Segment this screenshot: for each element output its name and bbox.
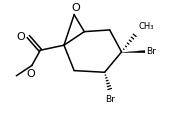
Text: Br: Br bbox=[146, 47, 156, 56]
Text: O: O bbox=[27, 69, 35, 79]
Text: O: O bbox=[17, 32, 25, 42]
Text: Br: Br bbox=[106, 95, 115, 104]
Text: CH₃: CH₃ bbox=[138, 22, 154, 31]
Text: O: O bbox=[71, 3, 80, 13]
